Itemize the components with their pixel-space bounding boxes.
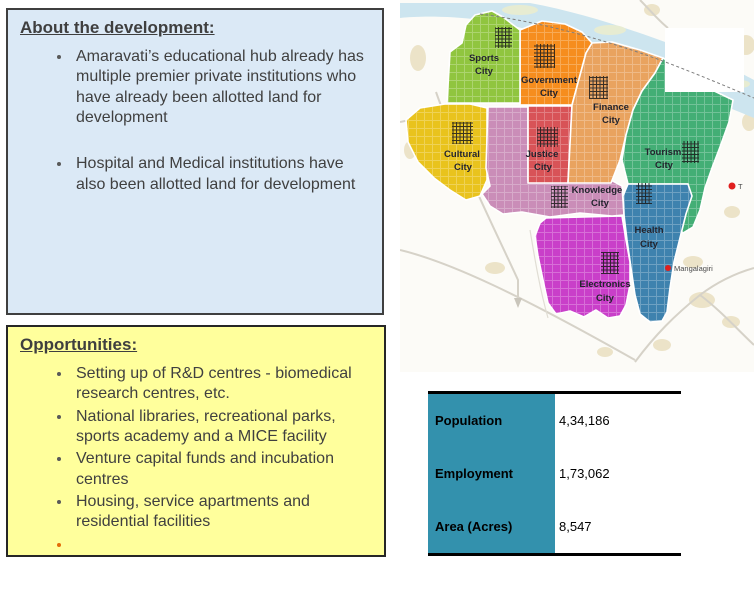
label-tourism-city-2: City xyxy=(655,160,674,171)
table-row: Area (Acres) 8,547 xyxy=(428,500,681,553)
hatch-tourism xyxy=(682,141,699,163)
zone-labels: Sports City Government City Finance City… xyxy=(444,53,681,304)
mangalagiri-marker-dot xyxy=(665,265,671,271)
label-knowledge-city: Knowledge xyxy=(572,185,623,196)
hatch-government xyxy=(534,44,555,68)
label-electronics-city-2: City xyxy=(596,293,615,304)
row-value: 8,547 xyxy=(555,500,681,553)
table-row: Employment 1,73,062 xyxy=(428,447,681,500)
about-box: About the development: Amaravati’s educa… xyxy=(6,8,384,315)
road-arrow xyxy=(514,298,522,308)
map-svg: Sports City Government City Finance City… xyxy=(399,0,754,372)
label-justice-city-2: City xyxy=(534,162,553,173)
row-label: Area (Acres) xyxy=(428,500,555,553)
region-boundary-dashed xyxy=(479,13,754,99)
stats-table: Population 4,34,186 Employment 1,73,062 … xyxy=(428,391,681,556)
mangalagiri-label: Mangalagiri xyxy=(674,264,713,273)
bullet-item: Housing, service apartments and resident… xyxy=(72,492,374,533)
label-health-city: Health xyxy=(634,225,663,236)
row-label: Population xyxy=(428,394,555,447)
label-sports-city-2: City xyxy=(475,66,494,77)
table-row: Population 4,34,186 xyxy=(428,394,681,447)
edge-place-label: T xyxy=(738,182,743,191)
row-label: Employment xyxy=(428,447,555,500)
opportunities-bullet-list: Setting up of R&D centres - biomedical r… xyxy=(18,364,374,555)
opportunities-box: Opportunities: Setting up of R&D centres… xyxy=(6,325,386,557)
label-finance-city-2: City xyxy=(602,115,621,126)
about-bullet-list: Amaravati’s educational hub already has … xyxy=(18,47,372,195)
label-sports-city: Sports xyxy=(469,53,499,64)
map-cutout xyxy=(665,28,744,92)
bullet-item: Venture capital funds and incubation cen… xyxy=(72,449,374,490)
hatch-cultural xyxy=(452,122,473,144)
label-justice-city: Justice xyxy=(526,149,559,160)
hatch-sports xyxy=(495,27,512,48)
label-cultural-city-2: City xyxy=(454,162,473,173)
hatch-justice xyxy=(537,127,558,147)
bullet-item: Hospital and Medical institutions have a… xyxy=(72,154,372,195)
bullet-item: Amaravati’s educational hub already has … xyxy=(72,47,372,128)
label-health-city-2: City xyxy=(640,239,659,250)
label-tourism-city: Tourism xyxy=(645,147,682,158)
empty-bullet-item xyxy=(72,535,374,555)
label-government-city-2: City xyxy=(540,88,559,99)
label-cultural-city: Cultural xyxy=(444,149,480,160)
amaravati-zone-map: Sports City Government City Finance City… xyxy=(399,0,754,372)
bullet-item: National libraries, recreational parks, … xyxy=(72,407,374,448)
about-title: About the development: xyxy=(20,18,215,37)
row-value: 1,73,062 xyxy=(555,447,681,500)
hatch-health xyxy=(636,183,652,204)
hatch-electronics xyxy=(601,252,619,274)
development-hatch-markers xyxy=(452,27,699,274)
row-value: 4,34,186 xyxy=(555,394,681,447)
label-government-city: Government xyxy=(521,75,578,86)
label-finance-city: Finance xyxy=(593,102,629,113)
edge-marker-dot xyxy=(728,182,736,190)
hatch-finance xyxy=(589,76,608,99)
hatch-knowledge xyxy=(551,186,568,208)
place-markers: Mangalagiri T xyxy=(665,182,743,273)
label-electronics-city: Electronics xyxy=(579,279,630,290)
opportunities-title: Opportunities: xyxy=(20,335,138,354)
bullet-item: Setting up of R&D centres - biomedical r… xyxy=(72,364,374,405)
label-knowledge-city-2: City xyxy=(591,198,610,209)
